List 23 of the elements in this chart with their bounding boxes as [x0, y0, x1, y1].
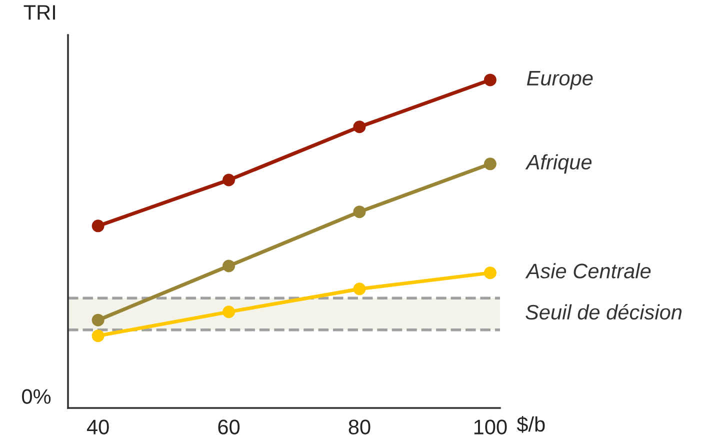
point — [222, 260, 236, 272]
series-label: Europe — [526, 71, 593, 90]
x-tick-label: 40 — [86, 420, 109, 434]
x-tick-label: 100 — [474, 420, 507, 434]
point — [92, 314, 104, 326]
point — [92, 220, 104, 232]
point — [92, 330, 104, 342]
point — [484, 158, 496, 170]
x-tick-label: 80 — [348, 420, 370, 434]
point — [353, 120, 366, 134]
x-tick-label: 60 — [218, 420, 240, 434]
point — [222, 174, 236, 186]
point — [484, 74, 496, 86]
series-label: Asie Centrale — [525, 263, 651, 278]
point — [353, 282, 366, 296]
point — [222, 306, 236, 318]
y-axis-title: TRI — [24, 5, 55, 20]
point — [353, 206, 366, 218]
series-label: Afrique — [525, 154, 592, 174]
band-label: Seuil de décision — [526, 304, 682, 320]
point — [484, 266, 496, 280]
x-axis-title: $/b — [516, 416, 545, 433]
text: 0% — [22, 389, 51, 404]
